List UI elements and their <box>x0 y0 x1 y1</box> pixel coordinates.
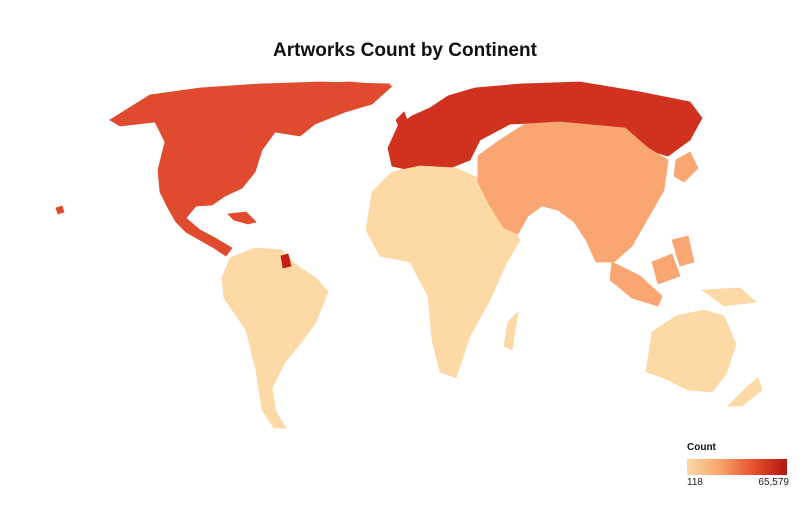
region-uk[interactable] <box>395 111 411 135</box>
region-hawaii[interactable] <box>55 205 65 215</box>
region-japan[interactable] <box>673 151 699 183</box>
legend-title: Count <box>687 442 716 453</box>
region-madagascar[interactable] <box>503 310 519 351</box>
region-australia[interactable] <box>645 309 737 393</box>
region-caribbean[interactable] <box>227 211 257 225</box>
region-asia[interactable] <box>477 121 669 263</box>
map-title: Artworks Count by Continent <box>273 40 537 61</box>
region-greenland[interactable] <box>304 81 393 111</box>
legend-min-label: 118 <box>687 477 703 488</box>
region-borneo[interactable] <box>651 253 681 285</box>
region-new-zealand[interactable] <box>727 377 763 407</box>
region-guiana[interactable] <box>280 253 292 269</box>
region-africa[interactable] <box>365 165 521 379</box>
region-new-guinea[interactable] <box>700 287 757 307</box>
legend-max-label: 65,579 <box>758 477 789 488</box>
region-indonesia[interactable] <box>609 261 663 307</box>
legend-color-bar <box>687 459 787 475</box>
region-south-america[interactable] <box>221 247 329 429</box>
legend-ticks: 118 65,579 <box>687 477 789 488</box>
region-philippines[interactable] <box>671 235 695 267</box>
color-legend: Count 118 65,579 <box>687 442 789 488</box>
